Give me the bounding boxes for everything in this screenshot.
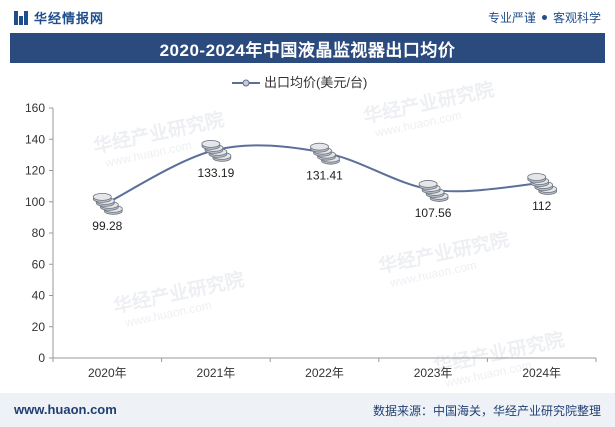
tagline-left: 专业严谨 [487, 11, 536, 25]
y-tick-label: 100 [25, 195, 45, 209]
data-point-marker [201, 139, 232, 162]
brand[interactable]: 华经情报网 [14, 8, 104, 27]
y-tick-label: 160 [25, 101, 45, 115]
y-tick-label: 20 [32, 320, 46, 334]
data-point-marker [92, 192, 123, 215]
legend-marker [242, 79, 250, 87]
bullet-icon [541, 15, 547, 20]
data-label: 131.41 [306, 169, 343, 183]
coin-icon [201, 139, 221, 148]
chart-title: 2020-2024年中国液晶监视器出口均价 [159, 40, 456, 60]
coin-icon [310, 142, 329, 151]
y-tick-label: 140 [25, 132, 45, 146]
footer: www.huaon.com 数据来源：中国海关，华经产业研究院整理 [0, 393, 615, 427]
data-point-marker [418, 180, 449, 202]
y-tick-label: 120 [25, 164, 45, 178]
data-point-marker [527, 173, 558, 195]
site-link[interactable]: www.huaon.com [14, 402, 117, 417]
tagline: 专业严谨 客观科学 [488, 9, 601, 26]
coin-icon [418, 180, 438, 188]
legend-label: 出口均价(美元/台) [264, 75, 367, 90]
x-tick-label: 2021年 [197, 366, 236, 380]
title-bar: 2020-2024年中国液晶监视器出口均价 [10, 33, 605, 63]
y-tick-label: 0 [38, 351, 45, 365]
x-tick-label: 2024年 [522, 366, 561, 380]
data-label: 112 [532, 199, 551, 213]
brand-name: 华经情报网 [34, 11, 105, 26]
brand-logo-icon [14, 10, 28, 25]
data-point-marker [310, 142, 340, 165]
y-tick-label: 60 [32, 257, 46, 271]
y-tick-label: 80 [32, 226, 46, 240]
series-layer: 99.28 133.19 131.41 107.56 112 [92, 139, 558, 233]
legend: 出口均价(美元/台) [232, 75, 367, 90]
top-bar: 华经情报网 专业严谨 客观科学 [0, 0, 615, 32]
x-tick-label: 2022年 [305, 366, 344, 380]
tagline-right: 客观科学 [552, 11, 601, 25]
coin-icon [527, 173, 547, 181]
x-tick-label: 2020年 [88, 366, 127, 380]
data-label: 133.19 [198, 166, 235, 180]
coin-icon [92, 192, 112, 201]
axes: 0 20 40 60 80 100 120 140 160 2020年 2021年 2022年 2023… [25, 101, 597, 380]
data-source: 数据来源：中国海关，华经产业研究院整理 [372, 404, 601, 418]
data-label: 107.56 [415, 206, 452, 220]
y-tick-label: 40 [32, 289, 46, 303]
x-tick-label: 2023年 [414, 366, 453, 380]
data-label: 99.28 [92, 219, 122, 233]
